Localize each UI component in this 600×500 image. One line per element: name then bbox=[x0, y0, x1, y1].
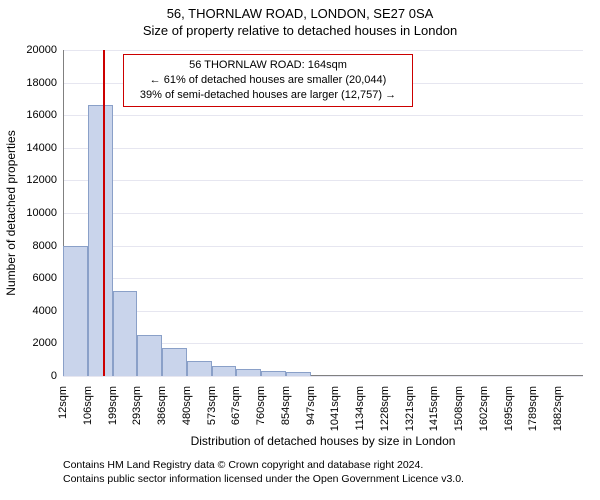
y-tick-label: 12000 bbox=[26, 174, 63, 186]
x-tick-label: 1415sqm bbox=[428, 386, 440, 431]
gridline bbox=[63, 180, 583, 181]
x-tick-label: 199sqm bbox=[107, 386, 119, 425]
gridline bbox=[63, 278, 583, 279]
gridline bbox=[63, 148, 583, 149]
histogram-bar bbox=[286, 372, 311, 376]
x-tick-label: 1602sqm bbox=[478, 386, 490, 431]
gridline bbox=[63, 50, 583, 51]
footer-attribution: Contains HM Land Registry data © Crown c… bbox=[63, 458, 464, 486]
footer-line-2: Contains public sector information licen… bbox=[63, 472, 464, 486]
gridline bbox=[63, 311, 583, 312]
x-tick-label: 573sqm bbox=[206, 386, 218, 425]
callout-line: ← 61% of detached houses are smaller (20… bbox=[130, 73, 406, 88]
y-tick-label: 10000 bbox=[26, 207, 63, 219]
property-callout: 56 THORNLAW ROAD: 164sqm← 61% of detache… bbox=[123, 54, 413, 107]
x-tick-label: 12sqm bbox=[57, 386, 69, 419]
x-tick-label: 1134sqm bbox=[354, 386, 366, 430]
histogram-bar bbox=[88, 105, 113, 376]
x-tick-label: 293sqm bbox=[131, 386, 143, 425]
property-marker-line bbox=[103, 50, 105, 376]
histogram-plot: 0200040006000800010000120001400016000180… bbox=[63, 50, 583, 376]
x-axis-label: Distribution of detached houses by size … bbox=[63, 434, 583, 448]
y-tick-label: 0 bbox=[51, 370, 63, 382]
histogram-bar bbox=[162, 348, 187, 376]
x-tick-label: 854sqm bbox=[280, 386, 292, 425]
x-tick-label: 1228sqm bbox=[379, 386, 391, 431]
y-tick-label: 16000 bbox=[26, 109, 63, 121]
gridline bbox=[63, 213, 583, 214]
x-tick-label: 1789sqm bbox=[527, 386, 539, 431]
gridline bbox=[63, 115, 583, 116]
x-tick-label: 386sqm bbox=[156, 386, 168, 425]
footer-line-1: Contains HM Land Registry data © Crown c… bbox=[63, 458, 464, 472]
x-tick-label: 667sqm bbox=[230, 386, 242, 425]
callout-line: 56 THORNLAW ROAD: 164sqm bbox=[130, 58, 406, 73]
histogram-bar bbox=[212, 366, 237, 376]
histogram-bar bbox=[63, 246, 88, 376]
x-tick-label: 947sqm bbox=[305, 386, 317, 425]
x-tick-label: 1041sqm bbox=[329, 386, 341, 431]
y-tick-label: 8000 bbox=[33, 240, 63, 252]
x-tick-label: 1508sqm bbox=[453, 386, 465, 431]
x-tick-label: 1695sqm bbox=[503, 386, 515, 431]
x-tick-label: 1321sqm bbox=[404, 386, 416, 431]
y-tick-label: 6000 bbox=[33, 272, 63, 284]
histogram-bar bbox=[261, 371, 286, 376]
y-axis-label: Number of detached properties bbox=[4, 130, 18, 295]
y-tick-label: 20000 bbox=[26, 44, 63, 56]
y-tick-label: 14000 bbox=[26, 142, 63, 154]
gridline bbox=[63, 246, 583, 247]
page-title: 56, THORNLAW ROAD, LONDON, SE27 0SA bbox=[0, 0, 600, 23]
gridline bbox=[63, 376, 583, 377]
histogram-bar bbox=[113, 291, 138, 376]
histogram-bar bbox=[187, 361, 212, 376]
y-tick-label: 2000 bbox=[33, 337, 63, 349]
page-subtitle: Size of property relative to detached ho… bbox=[0, 23, 600, 40]
x-tick-label: 106sqm bbox=[82, 386, 94, 425]
histogram-bar bbox=[236, 369, 261, 376]
y-tick-label: 4000 bbox=[33, 305, 63, 317]
callout-line: 39% of semi-detached houses are larger (… bbox=[130, 88, 406, 103]
histogram-bar bbox=[137, 335, 162, 376]
x-tick-label: 1882sqm bbox=[552, 386, 564, 431]
x-tick-label: 760sqm bbox=[255, 386, 267, 425]
x-tick-label: 480sqm bbox=[181, 386, 193, 425]
y-tick-label: 18000 bbox=[26, 77, 63, 89]
